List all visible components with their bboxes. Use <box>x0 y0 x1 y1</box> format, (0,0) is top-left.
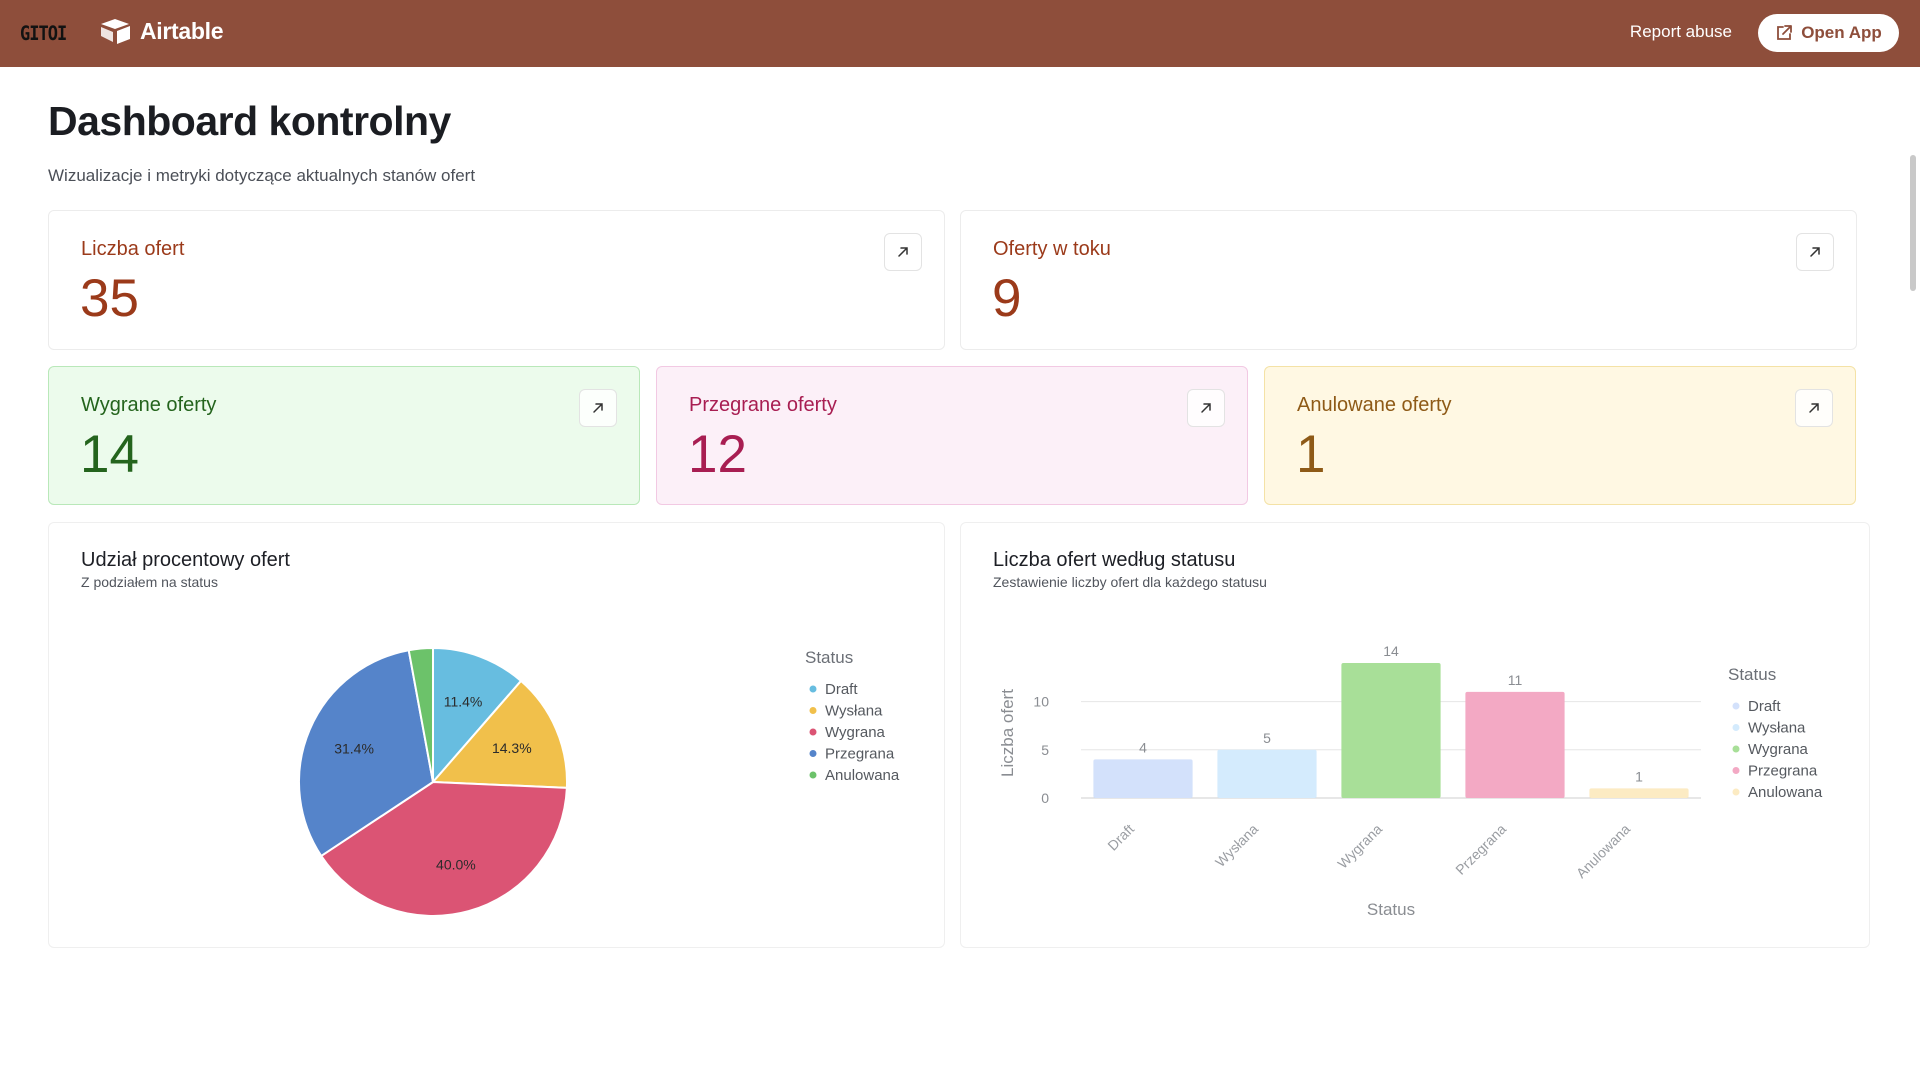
scrollbar[interactable] <box>1906 67 1920 1083</box>
bar-legend-item: Przegrana <box>1748 763 1818 780</box>
expand-button[interactable] <box>1795 389 1833 427</box>
top-bar: GITOI Airtable Report abuse Open App <box>0 0 1920 67</box>
metric-label: Anulowane oferty <box>1297 394 1452 416</box>
bar-legend-item: Wysłana <box>1748 720 1806 737</box>
x-tick-label: Anulowana <box>1573 821 1633 881</box>
arrow-up-right-icon <box>1810 247 1820 257</box>
x-axis-label: Status <box>1367 900 1415 919</box>
pie-slice-draft <box>432 646 523 785</box>
metric-label: Wygrane oferty <box>81 394 217 416</box>
metric-label: Liczba ofert <box>81 238 185 260</box>
open-app-label: Open App <box>1801 23 1882 42</box>
expand-button[interactable] <box>1796 233 1834 271</box>
chart-title: Liczba ofert według statusu <box>993 549 1236 571</box>
arrow-up-right-icon <box>1201 403 1211 413</box>
pie-slice-anulowana <box>407 646 434 783</box>
bar-legend-item: Wygrana <box>1748 741 1809 758</box>
legend-marker <box>1732 788 1740 796</box>
airtable-logo[interactable]: Airtable <box>100 17 224 45</box>
bar-legend-item: Anulowana <box>1748 784 1823 801</box>
bar-chart-card: Liczba ofert według statusu Zestawienie … <box>960 522 1870 948</box>
bar-chart: 0 5 10 Liczba ofert 4 Draft 5 Wysłana 14 Wygrana 1… <box>998 643 1823 919</box>
legend-marker <box>1732 767 1740 774</box>
expand-button[interactable] <box>1187 389 1225 427</box>
pie-legend-item: Anulowana <box>825 767 900 784</box>
x-tick-label: Draft <box>1104 821 1137 854</box>
pie-chart: 11.4% 14.3% 40.0% 31.4% Status Draft Wysłana Wy… <box>298 646 900 917</box>
metric-label: Przegrane oferty <box>689 394 837 416</box>
arrow-up-right-icon <box>1809 403 1819 413</box>
x-tick-label: Wygrana <box>1334 821 1385 872</box>
pie-data-label: 40.0% <box>436 857 476 873</box>
page-subtitle: Wizualizacje i metryki dotyczące aktualn… <box>48 166 476 185</box>
open-app-button[interactable]: Open App <box>1758 14 1899 52</box>
arrow-up-right-icon <box>898 247 908 257</box>
pie-data-label: 11.4% <box>444 694 483 710</box>
pie-legend-item: Wysłana <box>825 703 883 720</box>
pie-slice-przegrana <box>298 649 435 858</box>
gitoi-logo: GITOI <box>20 22 67 46</box>
metric-label: Oferty w toku <box>993 238 1111 260</box>
bar-data-label: 4 <box>1139 739 1147 755</box>
metric-card-won: Wygrane oferty 14 <box>48 366 640 505</box>
bar-legend-item: Draft <box>1748 698 1781 715</box>
metric-value: 35 <box>80 269 139 328</box>
bar-legend-title: Status <box>1728 665 1776 684</box>
metric-card-lost: Przegrane oferty 12 <box>656 366 1248 505</box>
expand-button[interactable] <box>884 233 922 271</box>
chart-title: Udział procentowy ofert <box>81 549 290 571</box>
pie-data-label: 14.3% <box>492 740 532 756</box>
pie-legend-title: Status <box>805 648 853 667</box>
bar-wysłana <box>1217 749 1317 798</box>
bar-data-label: 14 <box>1383 643 1399 659</box>
legend-marker <box>809 771 817 779</box>
pie-legend-item: Draft <box>825 681 858 698</box>
legend-marker <box>1732 745 1740 753</box>
metric-card-total: Liczba ofert 35 <box>48 210 945 350</box>
external-link-icon <box>1777 25 1793 40</box>
metric-card-in-progress: Oferty w toku 9 <box>960 210 1857 350</box>
report-abuse-link[interactable]: Report abuse <box>1629 22 1732 41</box>
airtable-icon <box>101 19 130 44</box>
pie-legend-item: Wygrana <box>825 724 886 741</box>
metric-value: 12 <box>688 425 747 484</box>
pie-slice-wysłana <box>430 679 568 789</box>
metric-value: 1 <box>1296 425 1326 484</box>
bar-data-label: 5 <box>1263 730 1271 746</box>
chart-subtitle: Z podziałem na status <box>81 574 218 590</box>
pie-legend-item: Przegrana <box>825 746 895 763</box>
bar-przegrana <box>1465 691 1565 798</box>
legend-marker <box>809 685 817 693</box>
y-tick-label: 0 <box>1041 790 1049 806</box>
legend-marker <box>1732 702 1740 710</box>
bar-draft <box>1093 759 1193 798</box>
metric-card-cancelled: Anulowane oferty 1 <box>1264 366 1856 505</box>
y-axis-label: Liczba ofert <box>998 689 1017 777</box>
y-tick-label: 10 <box>1033 694 1049 710</box>
bar-anulowana <box>1589 788 1689 798</box>
y-tick-label: 5 <box>1041 742 1049 758</box>
scrollbar-thumb[interactable] <box>1910 155 1916 291</box>
legend-marker <box>809 707 817 714</box>
bar-data-label: 1 <box>1635 768 1643 784</box>
brand-name: Airtable <box>140 17 224 44</box>
pie-chart-card: Udział procentowy ofert Z podziałem na s… <box>48 522 945 948</box>
legend-marker <box>809 728 817 736</box>
legend-marker <box>809 750 817 757</box>
chart-subtitle: Zestawienie liczby ofert dla każdego sta… <box>993 574 1267 590</box>
bar-data-label: 11 <box>1508 672 1523 688</box>
arrow-up-right-icon <box>593 403 603 413</box>
pie-data-label: 31.4% <box>334 740 374 756</box>
metric-value: 14 <box>80 425 139 484</box>
x-tick-label: Wysłana <box>1212 821 1261 870</box>
legend-marker <box>1732 724 1740 731</box>
page-title: Dashboard kontrolny <box>48 98 451 144</box>
x-tick-label: Przegrana <box>1452 821 1509 878</box>
bar-wygrana <box>1341 663 1441 798</box>
expand-button[interactable] <box>579 389 617 427</box>
metric-value: 9 <box>992 269 1022 328</box>
